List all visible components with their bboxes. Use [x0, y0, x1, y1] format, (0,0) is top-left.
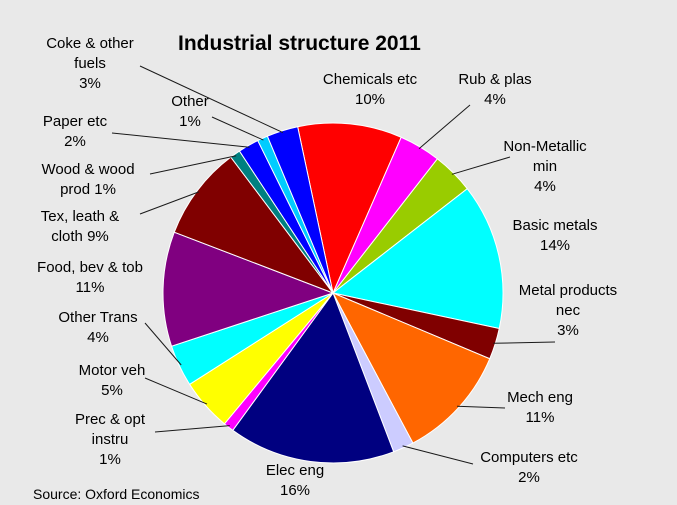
leader-line — [418, 104, 471, 150]
leader-line — [402, 445, 474, 465]
pie-slice — [297, 122, 402, 295]
slice-label: Tex, leath & cloth 9% — [41, 208, 119, 245]
slice-label: Rub & plas 4% — [458, 71, 531, 108]
slice-label: Food, bev & tob 11% — [37, 259, 143, 296]
leader-line — [139, 191, 199, 215]
slice-label: Elec eng 16% — [266, 462, 324, 499]
slice-label: Wood & wood prod 1% — [41, 161, 134, 198]
slice-label: Chemicals etc 10% — [323, 71, 418, 108]
chart-title: Industrial structure 2011 — [178, 32, 421, 55]
slice-label: Other 1% — [171, 93, 209, 130]
pie-slice — [331, 291, 491, 444]
pie-slice — [173, 156, 335, 295]
leader-line — [111, 132, 250, 148]
pie-slice — [331, 188, 504, 330]
slice-label: Non-Metallic min 4% — [503, 138, 587, 195]
slice-label: Basic metals 14% — [512, 217, 597, 254]
leader-line — [144, 322, 182, 366]
leader-line — [144, 377, 208, 405]
leader-line — [154, 425, 230, 433]
leader-line — [493, 341, 556, 344]
slice-label: Prec & opt instru 1% — [75, 411, 146, 468]
slice-label: Metal products nec 3% — [519, 282, 617, 339]
source-note: Source: Oxford Economics — [33, 486, 200, 502]
slice-label: Mech eng 11% — [507, 389, 573, 426]
leader-line — [451, 156, 511, 175]
leader-line — [211, 116, 264, 141]
slice-label: Computers etc 2% — [480, 449, 578, 486]
pie-slice — [266, 126, 334, 294]
leader-line — [457, 405, 506, 409]
slice-label: Coke & other fuels 3% — [46, 35, 134, 92]
pie-slice — [162, 231, 335, 347]
slice-label: Paper etc 2% — [43, 113, 108, 150]
leader-line — [139, 65, 284, 134]
leader-line — [149, 155, 237, 175]
slice-label: Other Trans 4% — [58, 309, 137, 346]
pie-slice — [232, 291, 395, 464]
slice-label: Motor veh 5% — [79, 362, 146, 399]
